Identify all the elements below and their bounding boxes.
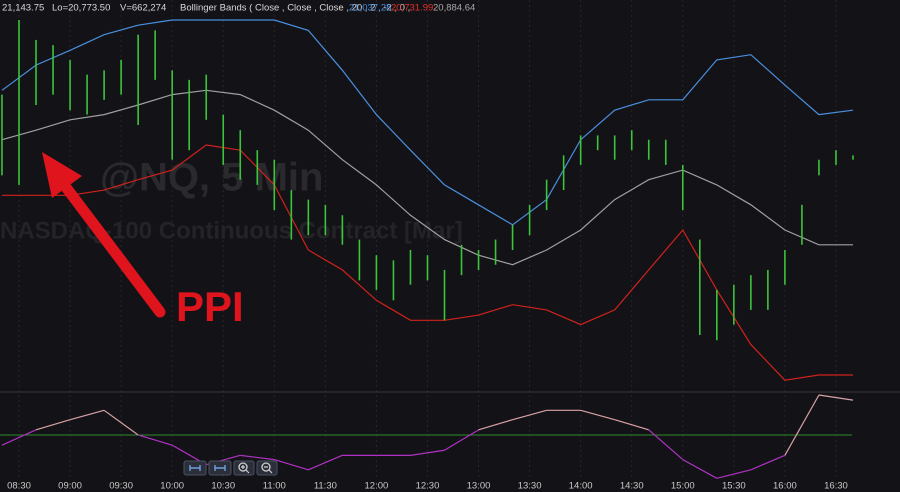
oscillator-segment	[1, 429, 37, 446]
oscillator-segment	[444, 429, 479, 451]
band-line	[2, 144, 853, 381]
header-lo: Lo=20,773.50	[52, 3, 110, 14]
oscillator-segment	[103, 409, 139, 436]
x-tick-label: 13:00	[467, 481, 491, 492]
x-tick-label: 12:00	[365, 481, 389, 492]
x-tick-label: 13:30	[518, 481, 542, 492]
oscillator-segment	[274, 459, 309, 471]
x-tick-label: 14:30	[620, 481, 644, 492]
oscillator-segment	[682, 459, 718, 479]
x-tick-label: 14:00	[569, 481, 593, 492]
oscillator-segment	[69, 409, 105, 421]
header-lower: 20,731.99	[391, 3, 433, 14]
header-middle: 20,884.64	[433, 3, 475, 14]
x-tick-label: 15:00	[671, 481, 695, 492]
oscillator-segment	[614, 419, 649, 431]
oscillator-segment	[818, 394, 854, 401]
annotation-arrow	[42, 152, 166, 318]
arrow-head	[42, 152, 82, 198]
zoom-toolbar	[183, 460, 278, 476]
zoom-in-button[interactable]	[233, 460, 255, 476]
watermark-symbol: @NQ, 5 Min	[100, 156, 323, 200]
x-tick-label: 12:30	[416, 481, 440, 492]
icon	[238, 462, 248, 472]
oscillator-segment	[716, 469, 752, 479]
x-tick-label: 16:00	[773, 481, 797, 492]
annotation-text: PPI	[176, 283, 244, 330]
oscillator-segment	[240, 454, 275, 461]
oscillator-segment	[35, 419, 71, 431]
oscillator-segment	[784, 394, 820, 456]
arrow-shaft	[56, 176, 166, 318]
x-tick-label: 10:00	[160, 481, 184, 492]
band-line	[1, 19, 854, 226]
bands	[1, 19, 854, 381]
header-hi: 21,143.75	[2, 3, 44, 14]
icon	[214, 465, 226, 471]
header-volume: V=662,274	[120, 3, 166, 14]
x-tick-label: 16:30	[824, 481, 848, 492]
x-tick-label: 10:30	[211, 481, 235, 492]
oscillator-segment	[308, 454, 343, 471]
x-tick-label: 11:30	[314, 481, 337, 492]
icon	[241, 465, 250, 474]
oscillator-segment	[750, 454, 786, 471]
x-tick-label: 08:30	[7, 481, 31, 492]
watermark-name: NASDAQ-100 Continuous Contract [Mar]	[0, 217, 463, 244]
x-tick-label: 15:30	[722, 481, 746, 492]
oscillator-segment	[137, 434, 173, 446]
zoom-out-button[interactable]	[256, 460, 278, 476]
oscillator-segment	[512, 409, 547, 421]
grid	[18, 0, 837, 480]
oscillator-segment	[648, 429, 684, 461]
band-line	[1, 89, 853, 266]
icon	[189, 465, 201, 471]
x-tick-label: 09:00	[58, 481, 82, 492]
oscillator-segment	[478, 419, 513, 431]
x-tick-label: 09:30	[109, 481, 133, 492]
x-tick-label: 11:00	[263, 481, 286, 492]
price-bars	[1, 19, 854, 341]
icon	[261, 462, 271, 472]
header-indicator: Bollinger Bands ( Close , Close , Close …	[180, 3, 410, 14]
oscillator	[0, 394, 854, 479]
oscillator-segment	[580, 409, 615, 421]
icon	[264, 466, 273, 474]
oscillator-segment	[410, 449, 445, 456]
header-upper: 21,037.28	[349, 3, 391, 14]
